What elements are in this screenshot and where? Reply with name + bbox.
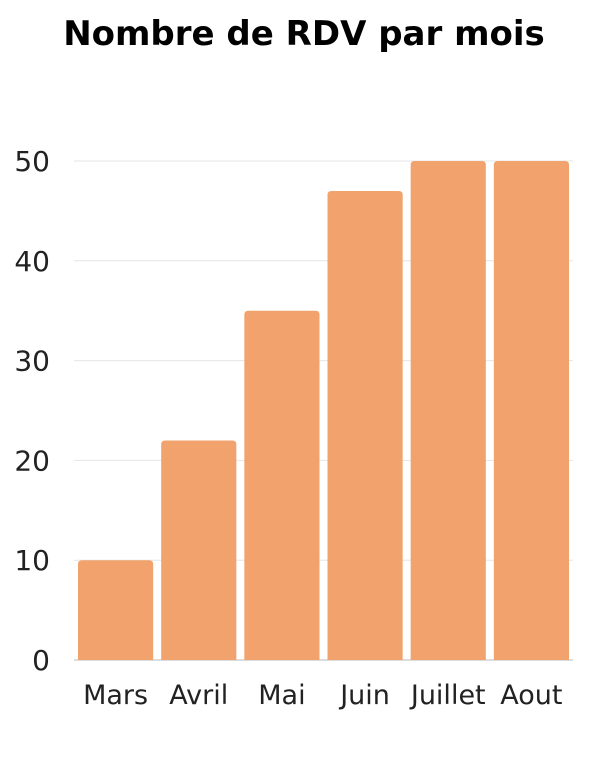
bars <box>78 161 569 660</box>
x-axis-labels: Mars Avril Mai Juin Juillet Aout <box>83 680 562 711</box>
x-tick-label: Avril <box>169 680 228 711</box>
y-axis-ticks: 0 10 20 30 40 50 <box>14 145 50 677</box>
x-tick-label: Aout <box>500 680 562 711</box>
bar-aout <box>493 161 569 660</box>
y-tick-label: 20 <box>14 444 50 477</box>
bar-avril <box>161 440 237 660</box>
chart-title: Nombre de RDV par mois <box>63 14 545 54</box>
y-tick-label: 10 <box>14 544 50 577</box>
bar-juin <box>327 190 403 660</box>
bar-mai <box>244 310 320 660</box>
y-tick-label: 40 <box>14 245 50 278</box>
y-tick-label: 30 <box>14 345 50 378</box>
x-tick-label: Juillet <box>409 680 486 711</box>
bar-mars <box>78 560 154 660</box>
x-tick-label: Mai <box>258 680 305 711</box>
x-tick-label: Mars <box>83 680 148 711</box>
x-tick-label: Juin <box>338 680 390 711</box>
y-tick-label: 0 <box>32 644 50 677</box>
bar-juillet <box>410 161 486 660</box>
y-tick-label: 50 <box>14 145 50 178</box>
grid-lines <box>74 160 573 661</box>
